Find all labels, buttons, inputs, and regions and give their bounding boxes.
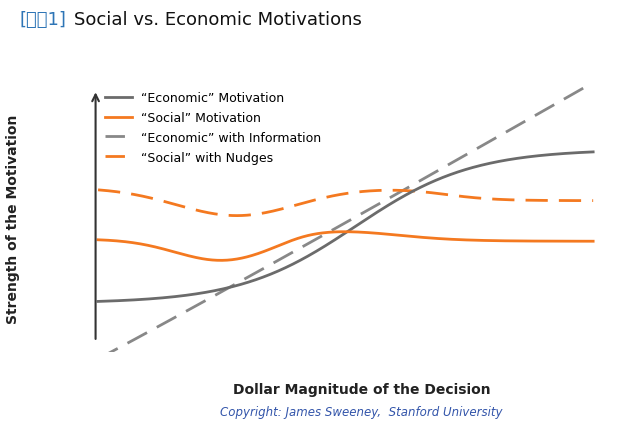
Text: Copyright: James Sweeney,  Stanford University: Copyright: James Sweeney, Stanford Unive… <box>220 405 503 418</box>
Legend: “Economic” Motivation, “Social” Motivation, “Economic” with Information, “Social: “Economic” Motivation, “Social” Motivati… <box>100 87 326 169</box>
Text: [그림1]: [그림1] <box>19 11 66 29</box>
Text: Strength of the Motivation: Strength of the Motivation <box>6 115 20 324</box>
Text: Social vs. Economic Motivations: Social vs. Economic Motivations <box>74 11 362 29</box>
Text: Dollar Magnitude of the Decision: Dollar Magnitude of the Decision <box>233 382 490 396</box>
